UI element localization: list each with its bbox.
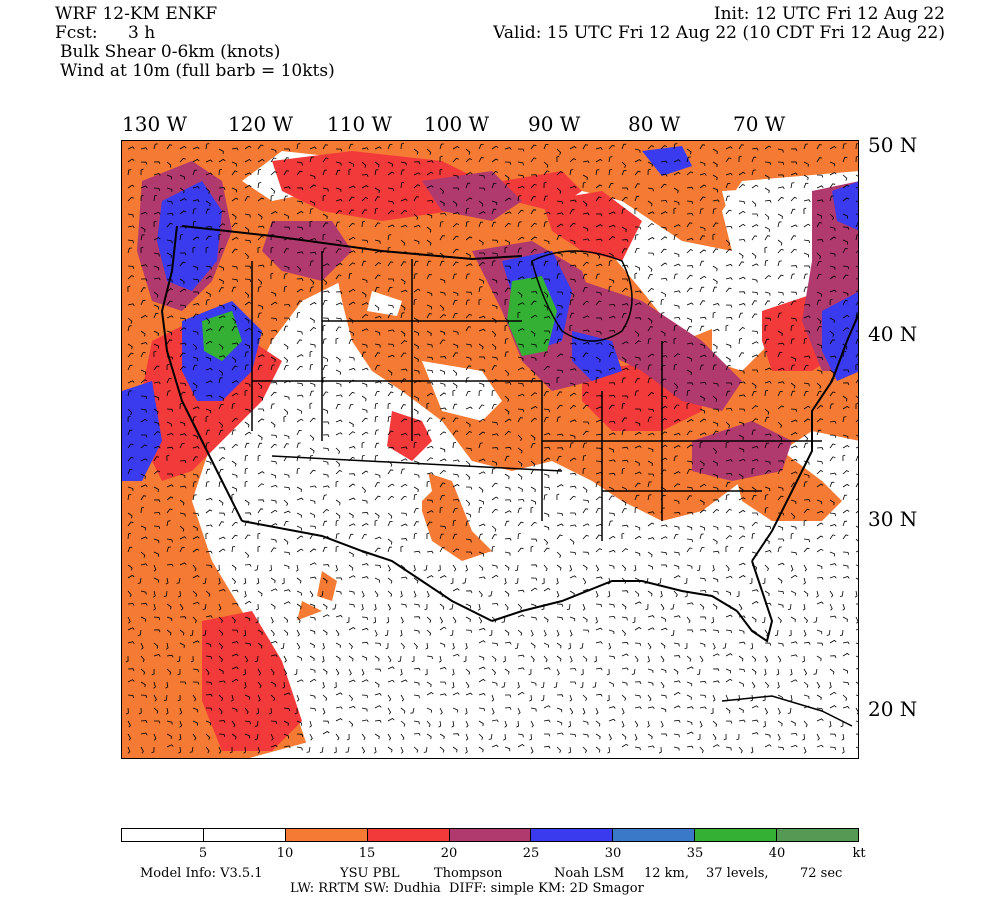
lat-label-40n: 40 N (868, 322, 918, 346)
lon-label-130w: 130 W (122, 112, 188, 136)
boundary-lines (160, 225, 858, 727)
lat-label-20n: 20 N (868, 697, 918, 721)
map-panel (121, 140, 859, 759)
footer-lsm: Noah LSM (554, 866, 625, 881)
wind-barbs (125, 142, 858, 754)
footer-resolution: 12 km, (644, 866, 690, 881)
valid-time: Valid: 15 UTC Fri 12 Aug 22 (10 CDT Fri … (493, 23, 945, 43)
shear-map-svg (122, 141, 858, 758)
colorbar-segment (777, 829, 859, 841)
shear-below-10-region (242, 186, 858, 758)
colorbar-tick-label: kt (852, 846, 866, 861)
colorbar-tick-label: 10 (276, 846, 294, 861)
lon-label-110w: 110 W (327, 112, 393, 136)
model-title: WRF 12-KM ENKF (55, 4, 218, 24)
colorbar-tick-label: 15 (358, 846, 376, 861)
colorbar-tick-label: 35 (686, 846, 704, 861)
colorbar-segment (203, 829, 286, 841)
colorbar-segment (122, 829, 204, 841)
colorbar-segment (367, 829, 450, 841)
footer-levels: 37 levels, (706, 866, 769, 881)
forecast-hour: 3 h (128, 23, 156, 43)
colorbar-tick-label: 30 (604, 846, 622, 861)
footer-timestep: 72 sec (800, 866, 843, 881)
colorbar-segment (449, 829, 532, 841)
field-title-shear: Bulk Shear 0-6km (knots) (60, 42, 281, 62)
lon-label-120w: 120 W (228, 112, 294, 136)
colorbar (121, 828, 859, 842)
footer-physics: LW: RRTM SW: Dudhia DIFF: simple KM: 2D … (290, 881, 644, 896)
lon-label-80w: 80 W (628, 112, 681, 136)
footer-pbl: YSU PBL (340, 866, 400, 881)
init-time: Init: 12 UTC Fri 12 Aug 22 (713, 4, 945, 24)
lon-label-100w: 100 W (424, 112, 490, 136)
colorbar-tick-label: 40 (768, 846, 786, 861)
forecast-label: Fcst: (55, 23, 98, 43)
colorbar-segment (613, 829, 696, 841)
colorbar-tick-label: 25 (522, 846, 540, 861)
colorbar-segment (531, 829, 614, 841)
footer-microphysics: Thompson (434, 866, 503, 881)
lat-label-30n: 30 N (868, 507, 918, 531)
colorbar-segment (695, 829, 778, 841)
lon-label-70w: 70 W (733, 112, 786, 136)
lon-label-90w: 90 W (528, 112, 581, 136)
lat-label-50n: 50 N (868, 133, 918, 157)
colorbar-segment (285, 829, 368, 841)
colorbar-tick-label: 20 (440, 846, 458, 861)
field-title-wind: Wind at 10m (full barb = 10kts) (60, 61, 335, 81)
shear-35-40-region (202, 276, 557, 361)
colorbar-tick-label: 5 (198, 846, 208, 861)
footer-model-info: Model Info: V3.5.1 (140, 866, 263, 881)
